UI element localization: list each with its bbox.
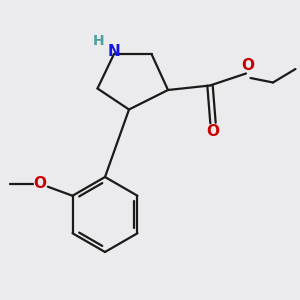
Text: H: H bbox=[93, 34, 105, 47]
Text: O: O bbox=[33, 176, 46, 191]
Text: O: O bbox=[241, 58, 254, 73]
Text: O: O bbox=[206, 124, 220, 139]
Text: N: N bbox=[108, 44, 120, 59]
